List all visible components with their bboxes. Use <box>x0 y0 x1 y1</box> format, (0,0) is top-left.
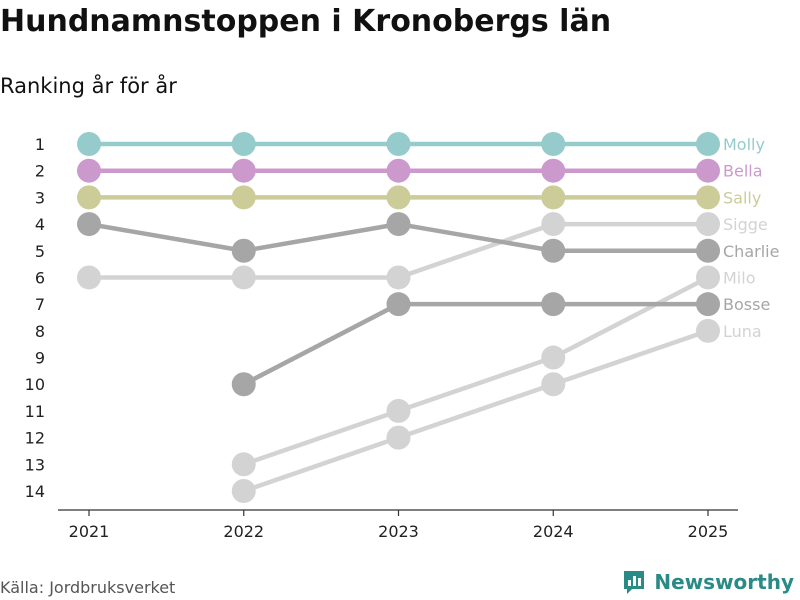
data-point-charlie <box>77 212 101 237</box>
brand-logo: Newsworthy <box>622 569 794 595</box>
y-tick-label: 12 <box>25 429 45 448</box>
data-point-sigge <box>541 212 566 237</box>
series-label-charlie: Charlie <box>723 242 779 261</box>
data-point-milo <box>386 398 411 423</box>
data-point-luna <box>696 318 720 343</box>
data-point-molly <box>696 132 720 156</box>
data-point-milo <box>231 452 256 477</box>
chart-subtitle: Ranking år för år <box>0 74 177 98</box>
data-point-luna <box>386 425 411 450</box>
y-tick-label: 3 <box>35 188 45 207</box>
series-label-molly: Molly <box>723 135 765 154</box>
data-point-sigge <box>77 265 101 290</box>
y-tick-label: 4 <box>35 215 45 234</box>
data-point-luna <box>541 372 566 397</box>
data-point-charlie <box>541 238 566 263</box>
y-tick-label: 2 <box>35 162 45 181</box>
x-tick-label: 2021 <box>69 522 110 541</box>
data-point-bella <box>77 158 101 183</box>
series-label-bella: Bella <box>723 162 763 181</box>
y-tick-label: 13 <box>25 455 45 474</box>
data-point-bella <box>541 158 566 183</box>
x-tick-label: 2023 <box>378 522 419 541</box>
source-note: Källa: Jordbruksverket <box>0 578 176 597</box>
series-label-bosse: Bosse <box>723 295 770 314</box>
x-tick-label: 2024 <box>533 522 574 541</box>
x-tick-label: 2022 <box>223 522 264 541</box>
data-point-milo <box>541 345 566 370</box>
data-point-bosse <box>541 292 566 317</box>
data-point-sally <box>696 185 720 210</box>
data-point-bosse <box>696 292 720 317</box>
page-title: Hundnamnstoppen i Kronobergs län <box>0 4 612 39</box>
data-point-sigge <box>696 212 720 237</box>
brand-name: Newsworthy <box>654 570 794 594</box>
data-point-bella <box>696 158 720 183</box>
data-point-charlie <box>386 212 411 237</box>
y-tick-label: 14 <box>25 482 45 501</box>
data-point-molly <box>541 132 566 156</box>
y-tick-label: 1 <box>35 135 45 154</box>
series-label-luna: Luna <box>723 322 762 341</box>
data-point-charlie <box>696 238 720 263</box>
y-tick-label: 9 <box>35 349 45 368</box>
data-point-charlie <box>231 238 256 263</box>
series-label-sigge: Sigge <box>723 215 768 234</box>
data-point-sally <box>541 185 566 210</box>
data-point-sally <box>386 185 411 210</box>
series-line-milo <box>241 275 711 467</box>
data-point-luna <box>231 479 256 503</box>
series-line-luna <box>241 328 711 494</box>
series-label-milo: Milo <box>723 268 755 287</box>
data-point-molly <box>77 132 101 156</box>
y-tick-label: 5 <box>35 242 45 261</box>
data-point-bella <box>231 158 256 183</box>
y-tick-label: 11 <box>25 402 45 421</box>
y-tick-label: 10 <box>25 375 45 394</box>
series-label-sally: Sally <box>723 188 761 207</box>
series-line-bosse <box>241 301 711 387</box>
data-point-sally <box>77 185 101 210</box>
x-tick-label: 2025 <box>688 522 729 541</box>
data-point-bosse <box>231 372 256 397</box>
data-point-molly <box>231 132 256 156</box>
data-point-milo <box>696 265 720 290</box>
y-tick-label: 6 <box>35 268 45 287</box>
data-point-sigge <box>231 265 256 290</box>
data-point-bella <box>386 158 411 183</box>
y-tick-label: 8 <box>35 322 45 341</box>
y-tick-label: 7 <box>35 295 45 314</box>
data-point-sally <box>231 185 256 210</box>
newsworthy-logo-icon <box>624 571 645 594</box>
data-point-bosse <box>386 292 411 317</box>
data-point-sigge <box>386 265 411 290</box>
data-point-molly <box>386 132 411 156</box>
